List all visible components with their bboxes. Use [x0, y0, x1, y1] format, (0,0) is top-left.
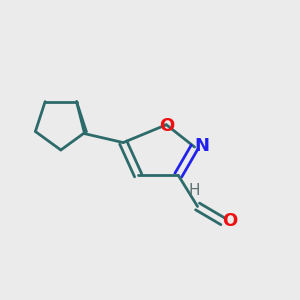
- Text: O: O: [159, 117, 174, 135]
- Text: O: O: [223, 212, 238, 230]
- Text: H: H: [189, 183, 200, 198]
- Text: N: N: [194, 136, 209, 154]
